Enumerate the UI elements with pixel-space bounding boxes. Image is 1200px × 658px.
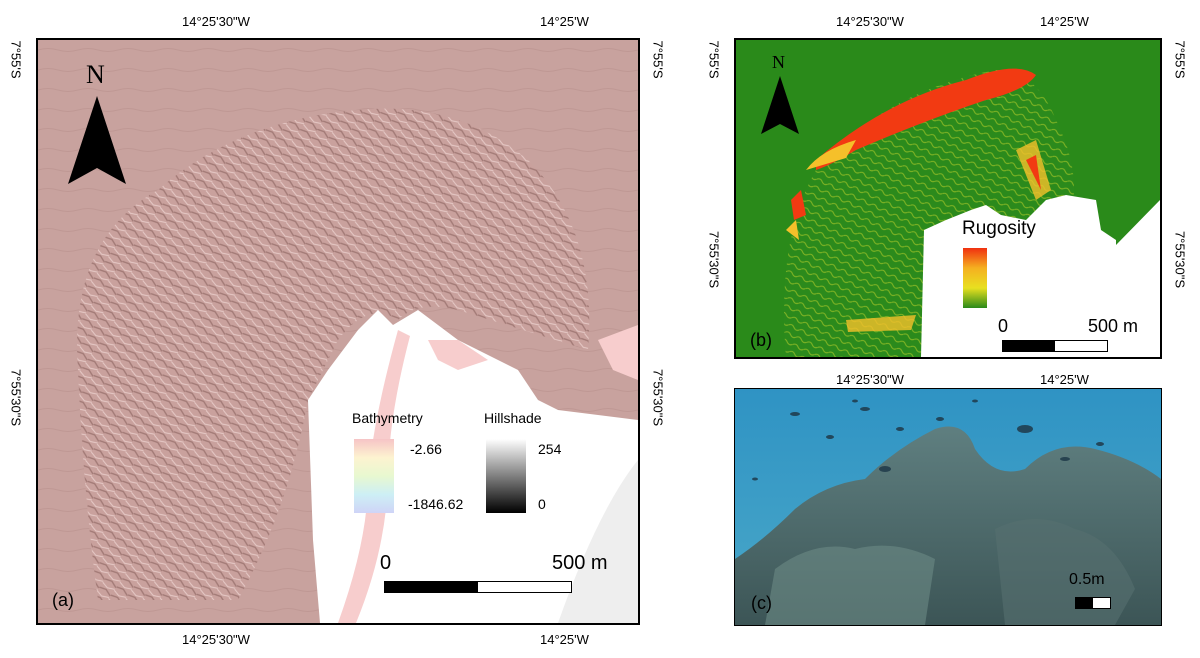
rugosity-scale-end: 500 m — [1088, 316, 1139, 336]
bathymetry-colorbar — [354, 439, 394, 513]
panel-b-right-tick-2: 7°55'30"S — [1172, 230, 1188, 289]
north-arrow-icon — [68, 96, 126, 184]
panel-a-right-tick-1: 7°55'S — [650, 40, 666, 79]
hillshade-max-label: 254 — [538, 441, 562, 457]
panel-c-label: (c) — [751, 593, 772, 613]
scale-end-label: 500 m — [552, 552, 608, 574]
panel-a-map: N Bathymetry -2.66 -1846.62 Hillshade 25… — [36, 38, 640, 625]
panel-b-top-tick-2: 14°25'W — [1040, 14, 1089, 29]
scale-bar — [384, 581, 572, 593]
north-arrow-icon-b — [761, 76, 799, 134]
panel-a-top-tick-1: 14°25'30"W — [182, 14, 250, 29]
hillshade-legend-title: Hillshade — [484, 410, 542, 426]
bathymetry-max-label: -2.66 — [410, 441, 442, 457]
panel-a-label: (a) — [52, 590, 74, 610]
panel-a-bottom-tick-1: 14°25'30"W — [182, 632, 250, 647]
panel-a-right-tick-2: 7°55'30"S — [650, 368, 666, 427]
bathymetry-min-label: -1846.62 — [408, 496, 464, 512]
rugosity-colorbar — [963, 248, 987, 308]
panel-b-left-tick-1: 7°55'S — [706, 40, 722, 79]
panel-a-top-tick-2: 14°25'W — [540, 14, 589, 29]
north-label-b: N — [772, 52, 785, 72]
panel-b-bottom-tick-1: 14°25'30"W — [836, 372, 904, 387]
panel-a-left-tick-1: 7°55'S — [8, 40, 24, 79]
hillshade-min-label: 0 — [538, 496, 546, 512]
photo-scale-label: 0.5m — [1069, 571, 1105, 588]
panel-b-left-tick-2: 7°55'30"S — [706, 230, 722, 289]
photo-scale-bar — [1075, 597, 1111, 609]
panel-b-right-tick-1: 7°55'S — [1172, 40, 1188, 79]
north-label: N — [86, 60, 105, 89]
bathymetry-legend-title: Bathymetry — [352, 410, 423, 426]
panel-a-left-tick-2: 7°55'30"S — [8, 368, 24, 427]
panel-b-top-tick-1: 14°25'30"W — [836, 14, 904, 29]
rugosity-scale-start: 0 — [998, 316, 1009, 336]
panel-b-map: N Rugosity 0 500 m (b) — [734, 38, 1162, 359]
panel-c-reef-photo — [735, 389, 1161, 625]
panel-a-bottom-tick-2: 14°25'W — [540, 632, 589, 647]
rugosity-scale-bar — [1002, 340, 1108, 352]
panel-b-label: (b) — [750, 330, 772, 350]
panel-c-photo: 0.5m (c) — [734, 388, 1162, 626]
rugosity-legend-title: Rugosity — [962, 218, 1036, 239]
scale-start-label: 0 — [380, 552, 392, 574]
panel-b-bottom-tick-2: 14°25'W — [1040, 372, 1089, 387]
panel-b-rugosity — [736, 40, 1160, 357]
panel-a-terrain — [38, 40, 638, 623]
hillshade-colorbar — [486, 439, 526, 513]
